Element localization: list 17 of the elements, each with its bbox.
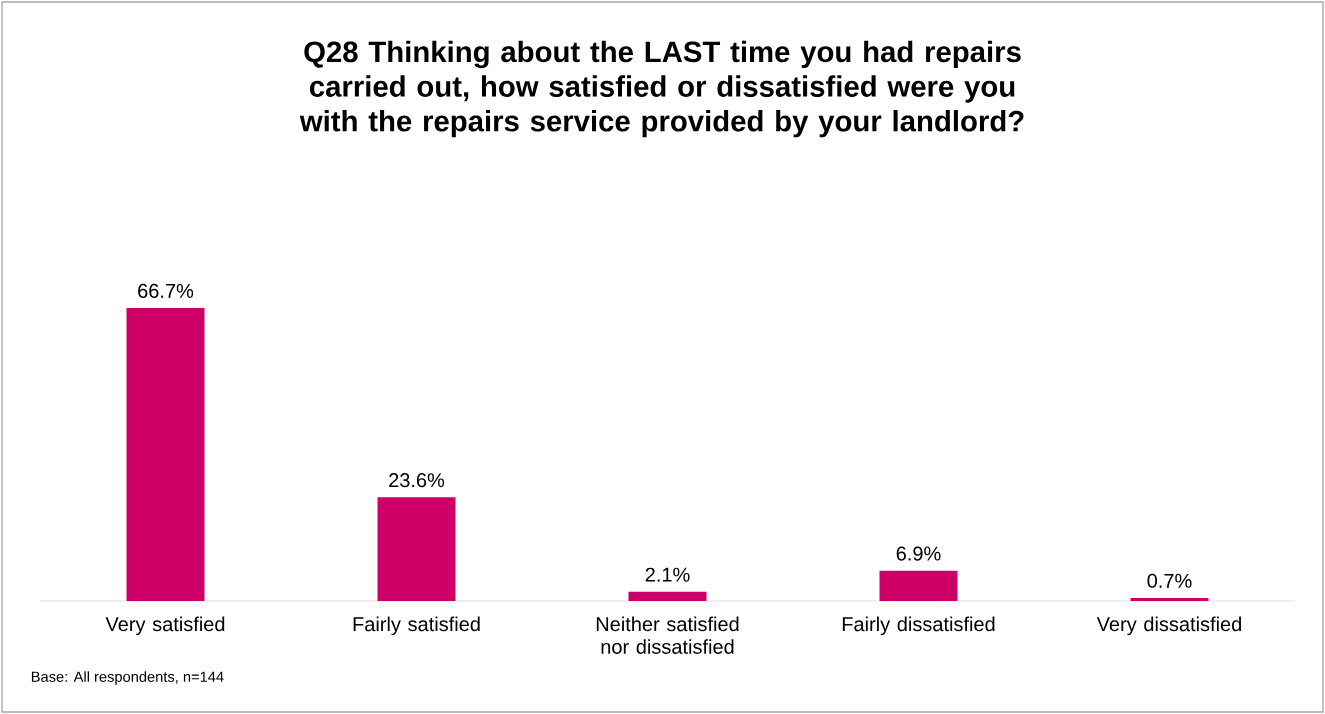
- bar: [377, 497, 456, 601]
- chart-title: Q28 Thinking about the LAST time you had repairs carried out, how satisfied or dissatisfied were you with the repairs service provided by your landlord?: [299, 40, 1024, 138]
- data-label: 6.9%: [896, 546, 941, 561]
- x-tick-label: Neither satisfied nor dissatisfied: [596, 616, 739, 654]
- bar: [628, 591, 707, 601]
- x-tick-label: Very dissatisfied: [1096, 616, 1241, 636]
- data-label: 66.7%: [138, 283, 194, 298]
- x-tick-label: Fairly dissatisfied: [842, 616, 995, 636]
- bar: [879, 570, 958, 601]
- data-label: 0.7%: [1147, 573, 1192, 588]
- data-label: 2.1%: [645, 567, 690, 582]
- bar: [126, 308, 205, 601]
- x-tick-label: Fairly satisfied: [353, 616, 480, 636]
- x-tick-label: Very satisfied: [105, 616, 225, 636]
- data-label: 23.6%: [389, 473, 445, 488]
- bar: [1130, 597, 1209, 601]
- text: Base: All respondents, n=144: [31, 671, 224, 685]
